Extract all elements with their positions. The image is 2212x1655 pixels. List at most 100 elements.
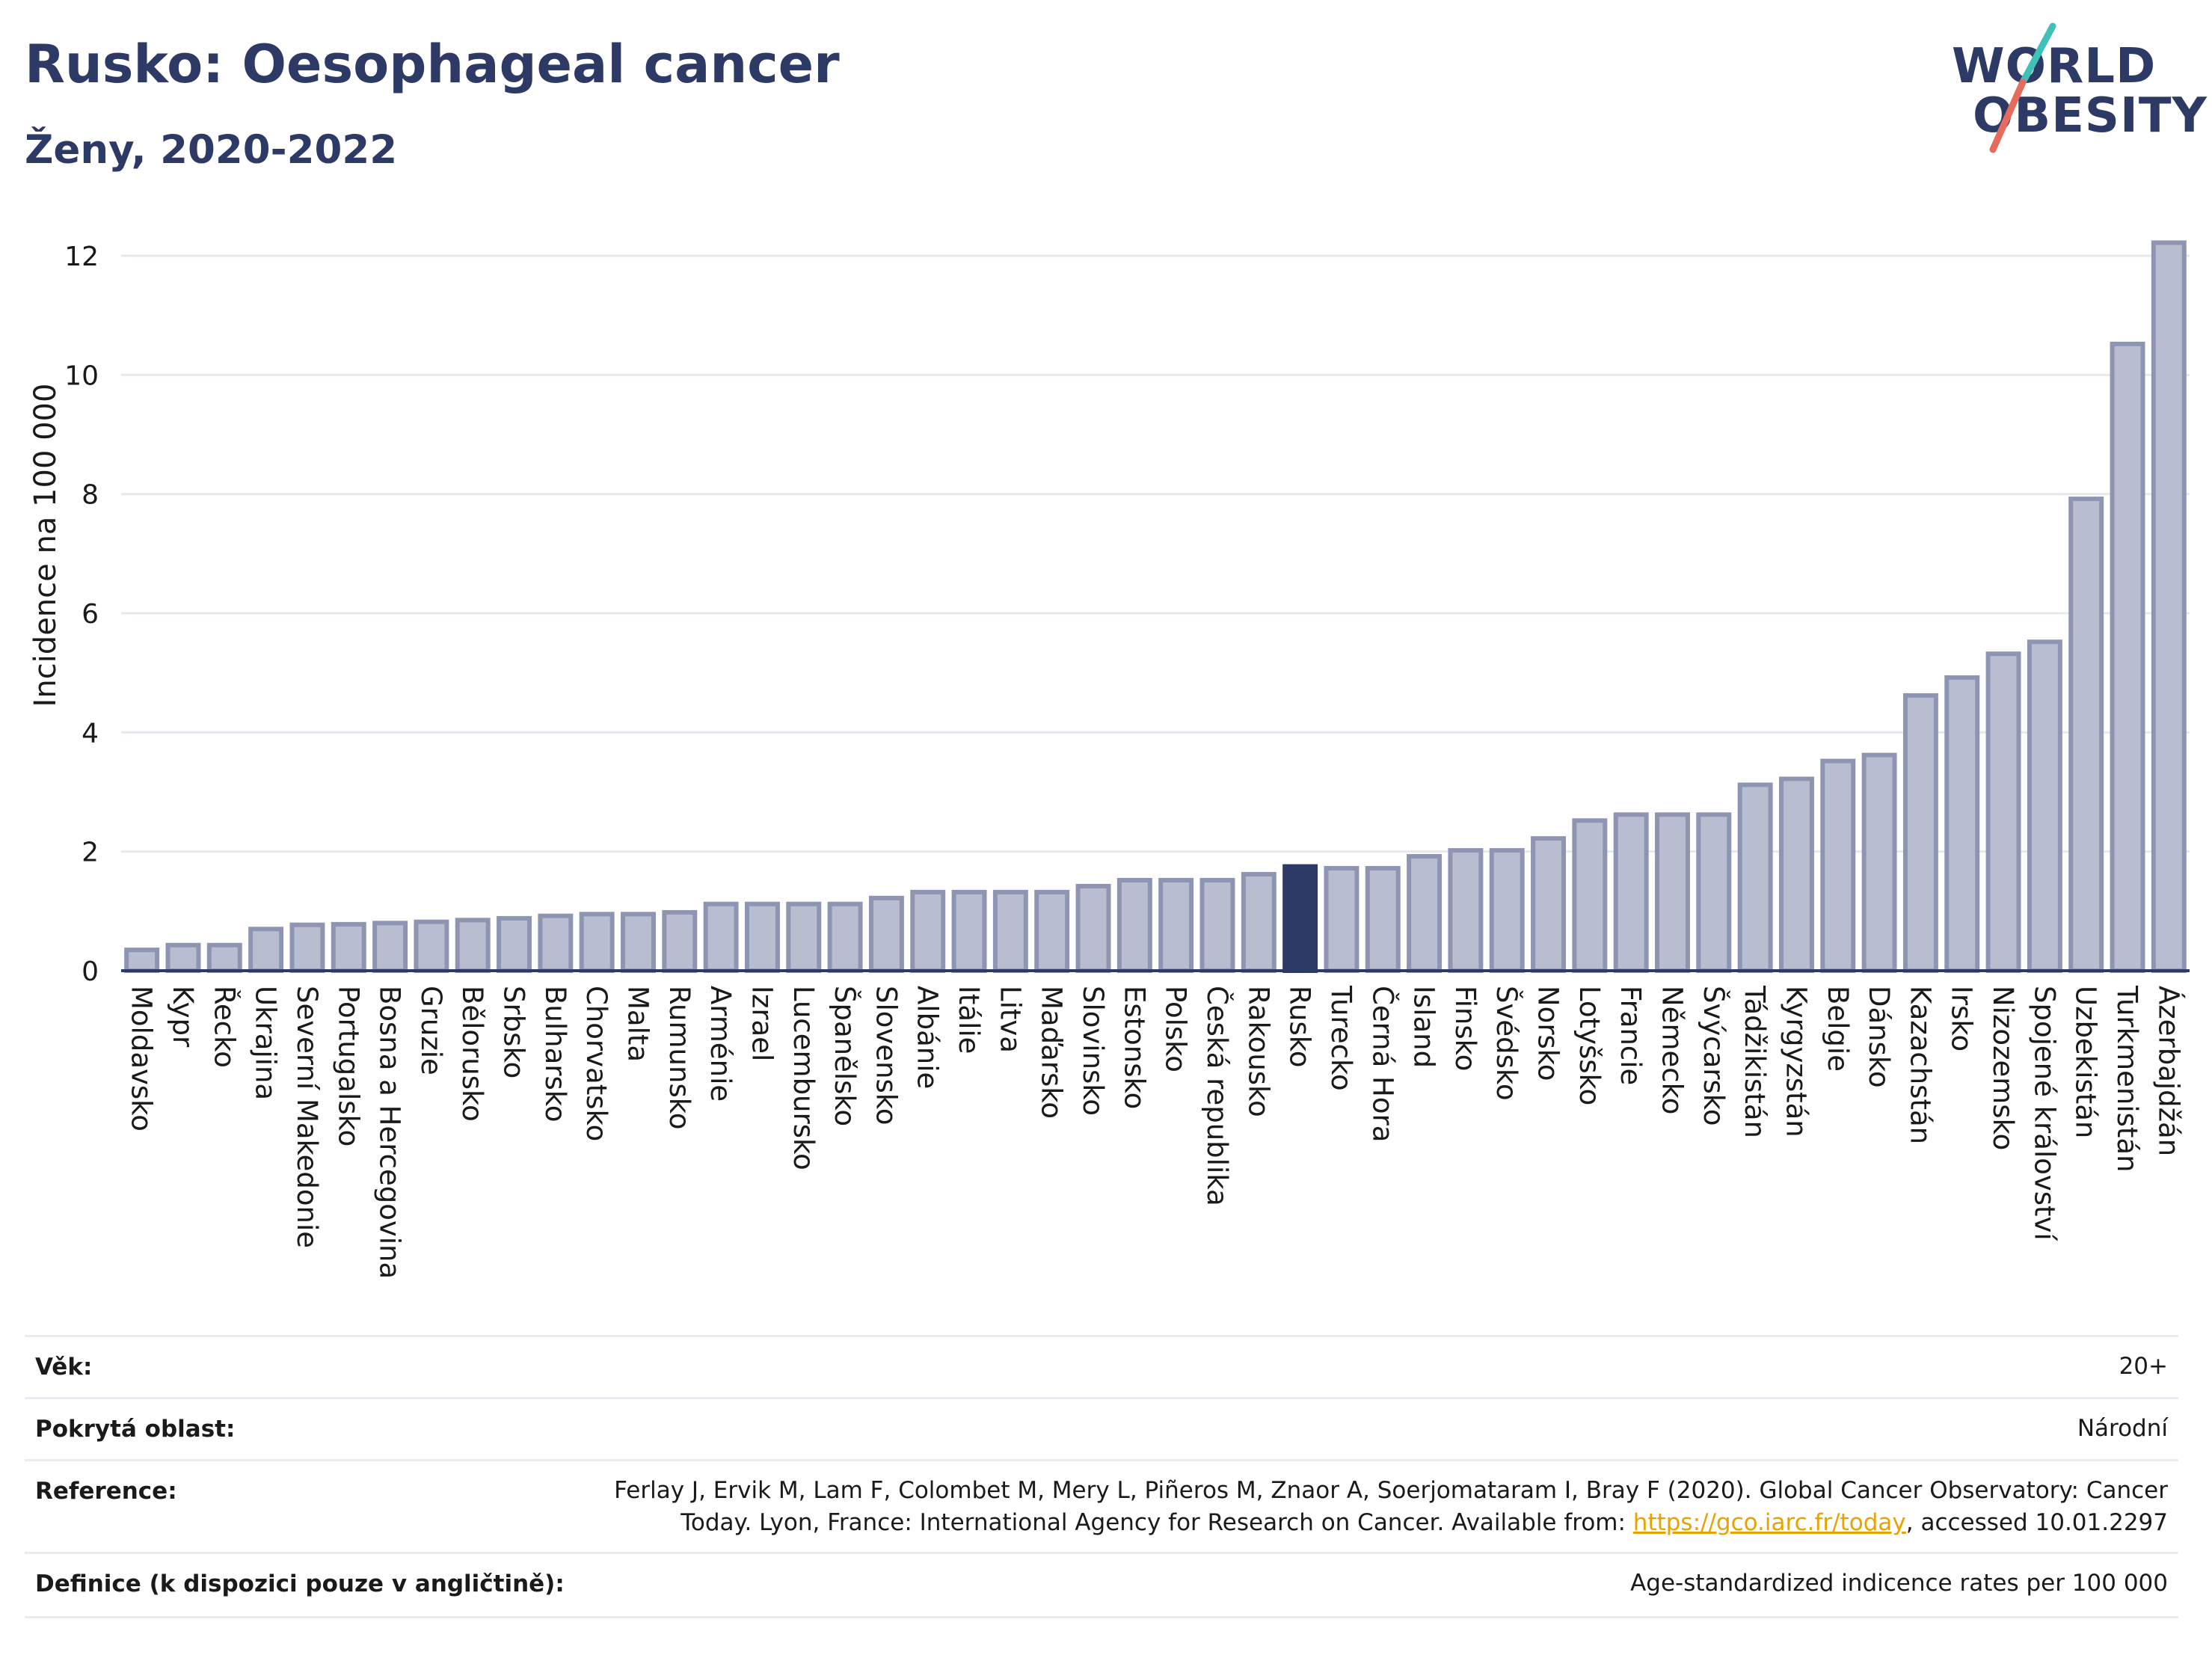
x-tick-label: Moldavsko bbox=[126, 986, 158, 1132]
x-tick-label: Ázerbajdžán bbox=[2152, 986, 2185, 1156]
bar bbox=[1116, 877, 1152, 973]
definition-value: Age-standardized indicence rates per 100… bbox=[1630, 1570, 2168, 1597]
x-tick-label: Arménie bbox=[704, 986, 737, 1102]
x-tick-label: Řecko bbox=[208, 986, 241, 1068]
info-row-definition: Definice (k dispozici pouze v angličtině… bbox=[25, 1552, 2178, 1618]
x-tick-label: Španělsko bbox=[829, 986, 861, 1126]
reference-line-2: Today. Lyon, France: International Agenc… bbox=[614, 1507, 2168, 1539]
area-label: Pokrytá oblast: bbox=[35, 1416, 236, 1443]
bar bbox=[662, 909, 698, 973]
bar bbox=[1448, 848, 1484, 974]
x-tick-label: Finsko bbox=[1449, 986, 1481, 1071]
y-axis-label: Incidence na 100 000 bbox=[28, 384, 63, 707]
y-tick-label: 12 bbox=[64, 242, 99, 272]
x-tick-label: Itálie bbox=[953, 986, 985, 1054]
x-tick-label: Rumunsko bbox=[663, 986, 695, 1129]
bar bbox=[414, 919, 449, 974]
x-tick-label: Uzbekistán bbox=[2070, 986, 2102, 1138]
bar bbox=[206, 942, 242, 973]
bar bbox=[579, 912, 615, 973]
x-tick-label: Kyrgyzstán bbox=[1780, 986, 1812, 1137]
x-tick-label: Černá Hora bbox=[1366, 986, 1399, 1142]
bar bbox=[1696, 812, 1732, 973]
area-value: Národní bbox=[2077, 1415, 2168, 1442]
x-tick-label: Turecko bbox=[1325, 985, 1357, 1091]
x-tick-label: Bosna a Hercegovina bbox=[374, 986, 406, 1279]
x-tick-label: Rakousko bbox=[1242, 986, 1274, 1117]
x-tick-label: Island bbox=[1408, 986, 1440, 1068]
bar bbox=[1985, 651, 2021, 973]
bar bbox=[1407, 854, 1443, 974]
x-tick-label: Litva bbox=[994, 986, 1026, 1053]
bar bbox=[1531, 836, 1567, 974]
x-tick-label: Kazachstán bbox=[1904, 986, 1936, 1144]
bar bbox=[1944, 675, 1980, 973]
bar bbox=[165, 942, 201, 973]
x-tick-label: Irsko bbox=[1946, 986, 1978, 1051]
x-tick-label: Rusko bbox=[1284, 986, 1316, 1068]
age-label: Věk: bbox=[35, 1354, 93, 1381]
bar-highlighted bbox=[1282, 864, 1318, 974]
bar bbox=[992, 889, 1028, 973]
bar bbox=[497, 915, 532, 973]
x-tick-label: Maďarsko bbox=[1036, 986, 1068, 1119]
bar bbox=[1778, 776, 1814, 974]
bar bbox=[1034, 889, 1070, 973]
x-tick-label: Tádžikistán bbox=[1739, 985, 1771, 1138]
x-tick-label: Švýcarsko bbox=[1698, 986, 1730, 1126]
bar bbox=[910, 889, 946, 973]
reference-accessed: , accessed 10.01.2297 bbox=[1905, 1509, 2168, 1536]
reference-link[interactable]: https://gco.iarc.fr/today bbox=[1632, 1509, 1906, 1536]
y-tick-label: 2 bbox=[82, 838, 99, 868]
bar bbox=[248, 927, 284, 973]
x-tick-label: Bulharsko bbox=[539, 986, 571, 1122]
bar bbox=[868, 895, 904, 973]
info-row-area: Pokrytá oblast: Národní bbox=[25, 1397, 2178, 1461]
bar bbox=[621, 912, 656, 973]
chart-subtitle: Ženy, 2020-2022 bbox=[25, 127, 398, 173]
x-tick-label: Lotyšsko bbox=[1573, 986, 1606, 1105]
bar bbox=[827, 901, 863, 973]
bar bbox=[703, 901, 739, 973]
x-tick-label: Ukrajina bbox=[250, 986, 282, 1100]
bar bbox=[1489, 848, 1525, 974]
bar bbox=[2027, 639, 2062, 973]
x-tick-label: Německo bbox=[1656, 986, 1689, 1114]
bar bbox=[289, 922, 325, 973]
x-tick-label: Bělorusko bbox=[456, 986, 488, 1122]
logo-slash-icon bbox=[1989, 22, 2056, 153]
x-tick-label: Francie bbox=[1615, 986, 1647, 1085]
x-tick-label: Spojené království bbox=[2028, 986, 2060, 1241]
bar bbox=[372, 921, 408, 974]
bar bbox=[2068, 497, 2104, 973]
bar bbox=[786, 901, 822, 973]
x-tick-label: Polsko bbox=[1160, 986, 1192, 1072]
bar bbox=[1820, 758, 1856, 973]
bar bbox=[124, 948, 160, 974]
x-tick-label: Slovinsko bbox=[1077, 986, 1109, 1116]
bar bbox=[1075, 883, 1111, 973]
bar bbox=[744, 901, 780, 973]
reference-line-1: Ferlay J, Ervik M, Lam F, Colombet M, Me… bbox=[614, 1477, 2168, 1504]
x-tick-label: Izrael bbox=[746, 986, 778, 1061]
x-tick-label: Nizozemsko bbox=[1987, 986, 2019, 1150]
info-row-reference: Reference: Ferlay J, Ervik M, Lam F, Col… bbox=[25, 1459, 2178, 1554]
reference-line-2-text: Today. Lyon, France: International Agenc… bbox=[681, 1509, 1633, 1536]
x-tick-label: Lucembursko bbox=[787, 986, 820, 1170]
bar bbox=[538, 913, 574, 973]
x-tick-label: Turkmenistán bbox=[2111, 985, 2143, 1173]
bar bbox=[331, 921, 366, 973]
y-tick-label: 0 bbox=[82, 957, 99, 987]
x-tick-label: Dánsko bbox=[1863, 986, 1895, 1088]
y-tick-label: 8 bbox=[82, 480, 99, 511]
logo-word-obesity: OBESITY bbox=[1973, 88, 2208, 144]
bar bbox=[1158, 877, 1194, 973]
bar bbox=[951, 889, 987, 973]
x-tick-label: Portugalsko bbox=[332, 986, 364, 1146]
bar bbox=[1324, 865, 1360, 974]
x-tick-label: Kypr bbox=[167, 986, 199, 1048]
y-tick-label: 6 bbox=[82, 599, 99, 630]
definition-label: Definice (k dispozici pouze v angličtině… bbox=[35, 1570, 565, 1597]
world-obesity-logo: WORLD OBESITY bbox=[1944, 22, 2207, 157]
reference-value: Ferlay J, Ervik M, Lam F, Colombet M, Me… bbox=[614, 1475, 2168, 1539]
